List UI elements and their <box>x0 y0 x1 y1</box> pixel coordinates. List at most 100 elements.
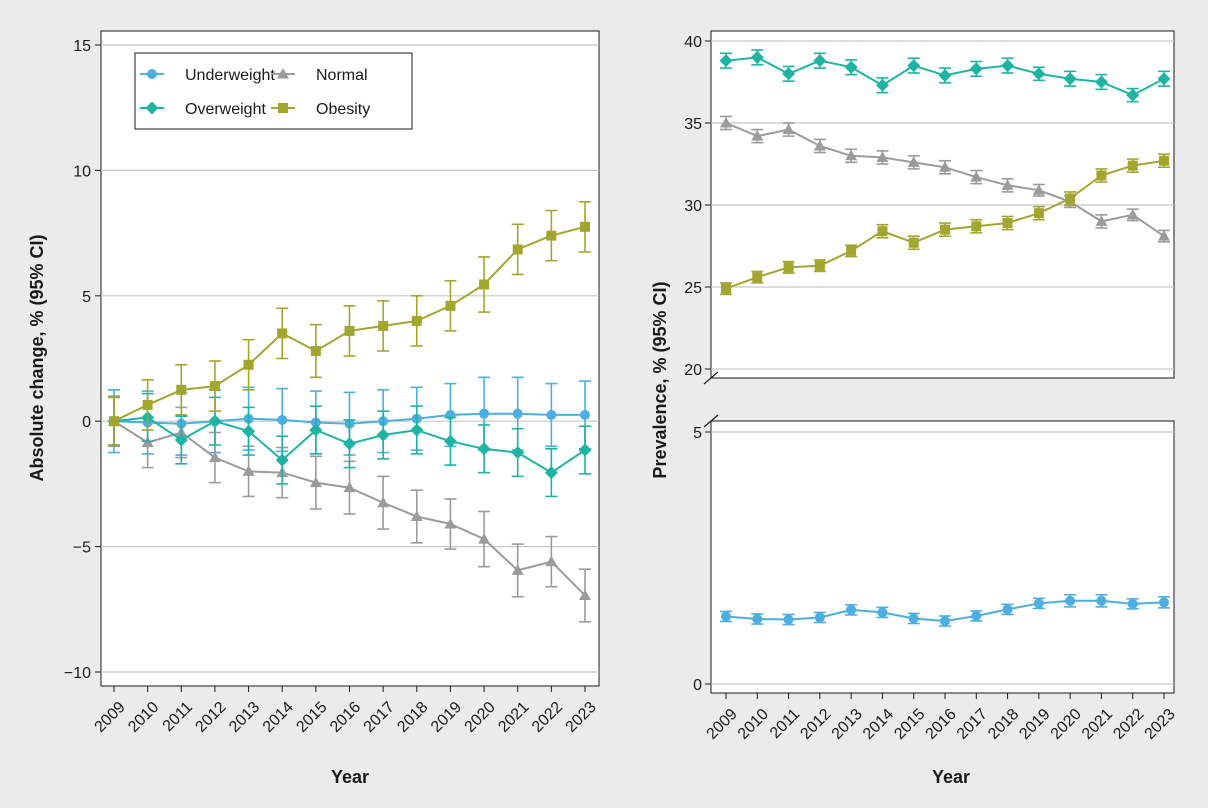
y-axis-prevalence-upper: 40 35 30 25 20 <box>684 34 711 379</box>
x-tick-label: 2020 <box>462 699 499 736</box>
data-point-obesity <box>877 226 888 237</box>
series-prevalence-upper <box>719 49 1171 296</box>
data-point-underweight <box>721 611 731 622</box>
data-point-normal <box>309 476 322 488</box>
legend-item-overweight: Overweight <box>140 101 266 118</box>
data-point-overweight <box>719 54 733 68</box>
data-point-overweight <box>969 62 983 76</box>
x-tick-label: 2019 <box>1016 706 1053 743</box>
data-point-overweight <box>1032 67 1046 81</box>
data-point-overweight <box>174 433 188 447</box>
x-tick-label: 2012 <box>192 699 229 736</box>
y-tick-label: 5 <box>82 289 91 306</box>
data-point-obesity <box>445 300 456 311</box>
x-tick-label: 2014 <box>860 706 897 743</box>
series-underweight <box>720 593 1170 627</box>
data-point-overweight <box>1063 72 1077 86</box>
x-tick-label: 2017 <box>361 699 398 736</box>
plot-area-prevalence-lower <box>710 420 1175 694</box>
x-tick-label: 2010 <box>125 699 162 736</box>
x-tick-label: 2016 <box>327 699 364 736</box>
x-tick-label: 2019 <box>428 699 465 736</box>
legend-item-normal: Normal <box>271 67 368 84</box>
data-point-obesity <box>512 244 523 255</box>
x-tick-label: 2011 <box>767 706 803 742</box>
legend: Underweight Normal Overweight Obesity <box>134 52 413 130</box>
data-point-obesity <box>310 345 321 356</box>
y-tick-label: 5 <box>693 425 702 442</box>
data-point-obesity <box>546 230 557 241</box>
x-tick-label: 2012 <box>797 706 834 743</box>
data-point-obesity <box>940 224 950 235</box>
x-tick-label: 2023 <box>563 699 600 736</box>
data-point-overweight <box>309 423 323 437</box>
panel-prevalence-upper: 40 35 30 25 20 <box>684 30 1175 379</box>
x-tick-label: 2021 <box>495 699 532 736</box>
y-tick-label: 30 <box>684 198 702 215</box>
data-point-overweight <box>578 443 592 457</box>
data-point-normal <box>720 117 732 128</box>
data-point-normal <box>751 130 764 141</box>
data-point-underweight <box>908 613 919 624</box>
panel-absolute-change: 15 10 5 0 −5 −10 2009201020112012201320142015… <box>27 30 600 787</box>
series-obesity <box>108 200 591 446</box>
data-point-underweight <box>512 408 523 419</box>
data-point-obesity <box>411 315 422 326</box>
gridlines-absolute-change <box>101 44 599 673</box>
data-point-obesity <box>243 359 254 370</box>
data-point-overweight <box>750 50 764 64</box>
data-point-obesity <box>1096 170 1107 181</box>
x-tick-label: 2018 <box>985 706 1022 743</box>
data-point-overweight <box>1157 72 1171 86</box>
data-point-underweight <box>580 409 590 420</box>
series-obesity <box>720 153 1170 296</box>
data-point-normal <box>377 496 390 508</box>
data-point-overweight <box>544 466 558 480</box>
x-tick-label: 2022 <box>1110 706 1147 743</box>
x-tick-label: 2022 <box>529 699 566 736</box>
x-tick-label: 2011 <box>160 699 196 735</box>
data-point-obesity <box>277 328 288 339</box>
data-point-normal <box>1158 230 1170 241</box>
data-point-overweight <box>1094 75 1108 89</box>
x-tick-label: 2014 <box>260 699 297 736</box>
data-point-obesity <box>580 221 590 232</box>
axis-break-mark-lower <box>703 414 719 428</box>
data-point-obesity <box>752 272 763 283</box>
x-tick-label: 2023 <box>1142 706 1179 743</box>
data-point-overweight <box>208 414 222 428</box>
data-point-normal <box>782 123 795 135</box>
data-point-underweight <box>752 613 763 624</box>
data-point-underweight <box>877 607 888 618</box>
data-point-normal <box>444 518 457 529</box>
data-point-obesity <box>344 325 355 336</box>
gridlines-prevalence-upper <box>711 40 1174 370</box>
x-tick-label: 2009 <box>92 699 129 736</box>
data-point-overweight <box>875 78 889 92</box>
y-tick-label: 25 <box>684 280 702 297</box>
data-point-normal <box>970 171 983 182</box>
y-axis-title-prevalence: Prevalence, % (95% CI) <box>650 281 670 478</box>
x-axis-title-absolute-change: Year <box>331 767 369 787</box>
x-axis-prevalence-lower: 2009201020112012201320142015201620172018… <box>704 693 1179 743</box>
legend-box <box>134 52 413 130</box>
data-point-underweight <box>1002 604 1013 615</box>
data-point-overweight <box>410 423 424 437</box>
data-point-obesity <box>479 279 490 290</box>
y-axis-absolute-change: 15 10 5 0 −5 −10 <box>64 38 101 682</box>
y-tick-label: 0 <box>693 677 702 694</box>
legend-label: Obesity <box>316 101 370 118</box>
data-point-overweight <box>1001 59 1015 73</box>
legend-label: Underweight <box>185 67 275 84</box>
x-tick-label: 2020 <box>1048 706 1085 743</box>
series-normal <box>720 115 1170 243</box>
data-point-obesity <box>971 221 982 232</box>
axis-break-mark-upper <box>703 371 719 385</box>
data-point-underweight <box>1159 597 1169 608</box>
data-point-obesity <box>1159 155 1169 166</box>
data-point-normal <box>478 533 491 544</box>
data-point-obesity <box>846 245 857 256</box>
data-point-overweight <box>511 446 525 460</box>
series-overweight <box>719 49 1171 103</box>
